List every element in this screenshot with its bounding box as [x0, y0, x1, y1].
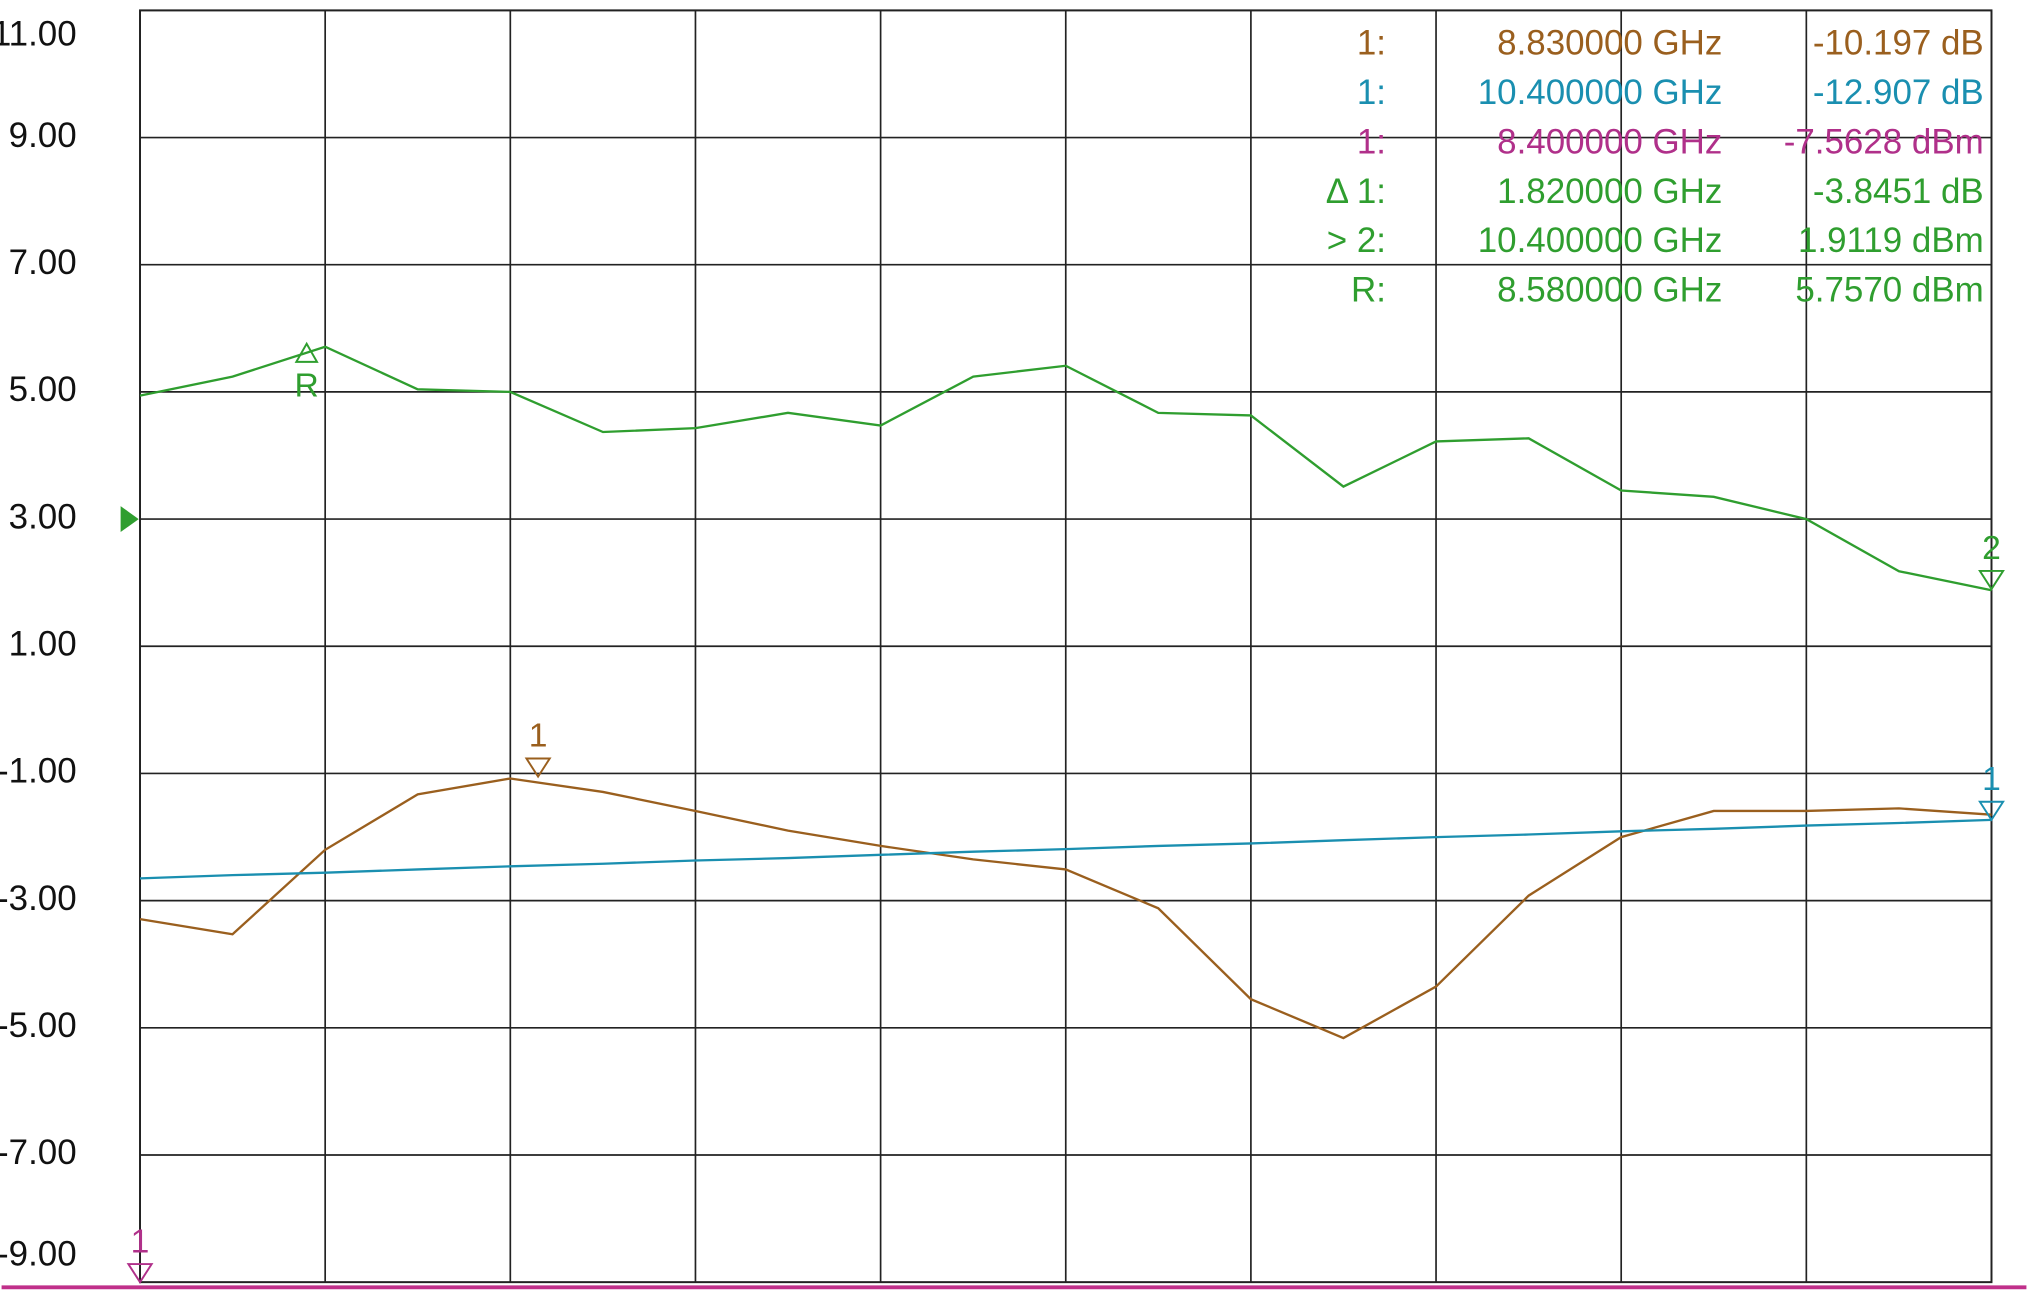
y-tick-label: -3.00 [0, 879, 77, 918]
y-tick-label: -9.00 [0, 1235, 77, 1274]
marker-table-frequency: 10.400000 GHz [1478, 221, 1723, 260]
marker-label: R [295, 368, 319, 405]
marker-table-label: > 2: [1327, 221, 1386, 260]
marker-table-label: Δ 1: [1326, 172, 1386, 211]
trace [139, 345, 1992, 592]
marker-triangle [1978, 800, 2005, 822]
marker-table-value: 5.7570 dBm [1795, 271, 1983, 310]
marker-label: 1 [131, 1223, 150, 1260]
y-tick-label: -5.00 [0, 1006, 77, 1045]
marker-label: 1 [529, 718, 548, 755]
trace [139, 777, 1992, 1040]
trace [139, 818, 1992, 880]
y-tick-label: 9.00 [9, 116, 77, 155]
marker-label: 1 [1982, 761, 2001, 798]
y-tick-label: 5.00 [9, 370, 77, 409]
y-tick-label: -1.00 [0, 752, 77, 791]
reference-arrow [120, 506, 139, 533]
marker-triangle [1978, 569, 2005, 591]
marker-triangle [294, 341, 319, 363]
marker-table-value: -10.197 dB [1813, 24, 1984, 63]
marker-table-frequency: 10.400000 GHz [1478, 73, 1723, 112]
marker-label: 2 [1982, 530, 2001, 567]
marker-triangle [524, 757, 552, 779]
marker-table-label: R: [1351, 271, 1386, 310]
marker-table-label: 1: [1357, 73, 1386, 112]
marker-table-frequency: 8.580000 GHz [1497, 271, 1722, 310]
marker-table-frequency: 8.400000 GHz [1497, 122, 1722, 161]
marker-table-frequency: 8.830000 GHz [1497, 24, 1722, 63]
marker-table-value: 1.9119 dBm [1798, 221, 1984, 260]
marker-table-label: 1: [1357, 122, 1386, 161]
marker-table-frequency: 1.820000 GHz [1497, 172, 1722, 211]
plot-frame [139, 9, 1993, 1284]
marker-table-value: -3.8451 dB [1813, 172, 1984, 211]
y-tick-label: 1.00 [9, 624, 77, 663]
y-tick-label: 7.00 [9, 243, 77, 282]
marker-table-value: -7.5628 dBm [1784, 122, 1984, 161]
marker-table-value: -12.907 dB [1813, 73, 1984, 112]
y-tick-label: 3.00 [9, 497, 77, 536]
marker-table-label: 1: [1357, 24, 1386, 63]
y-tick-label: -7.00 [0, 1133, 77, 1172]
marker-triangle [126, 1263, 154, 1284]
y-tick-label: 11.00 [0, 14, 77, 53]
